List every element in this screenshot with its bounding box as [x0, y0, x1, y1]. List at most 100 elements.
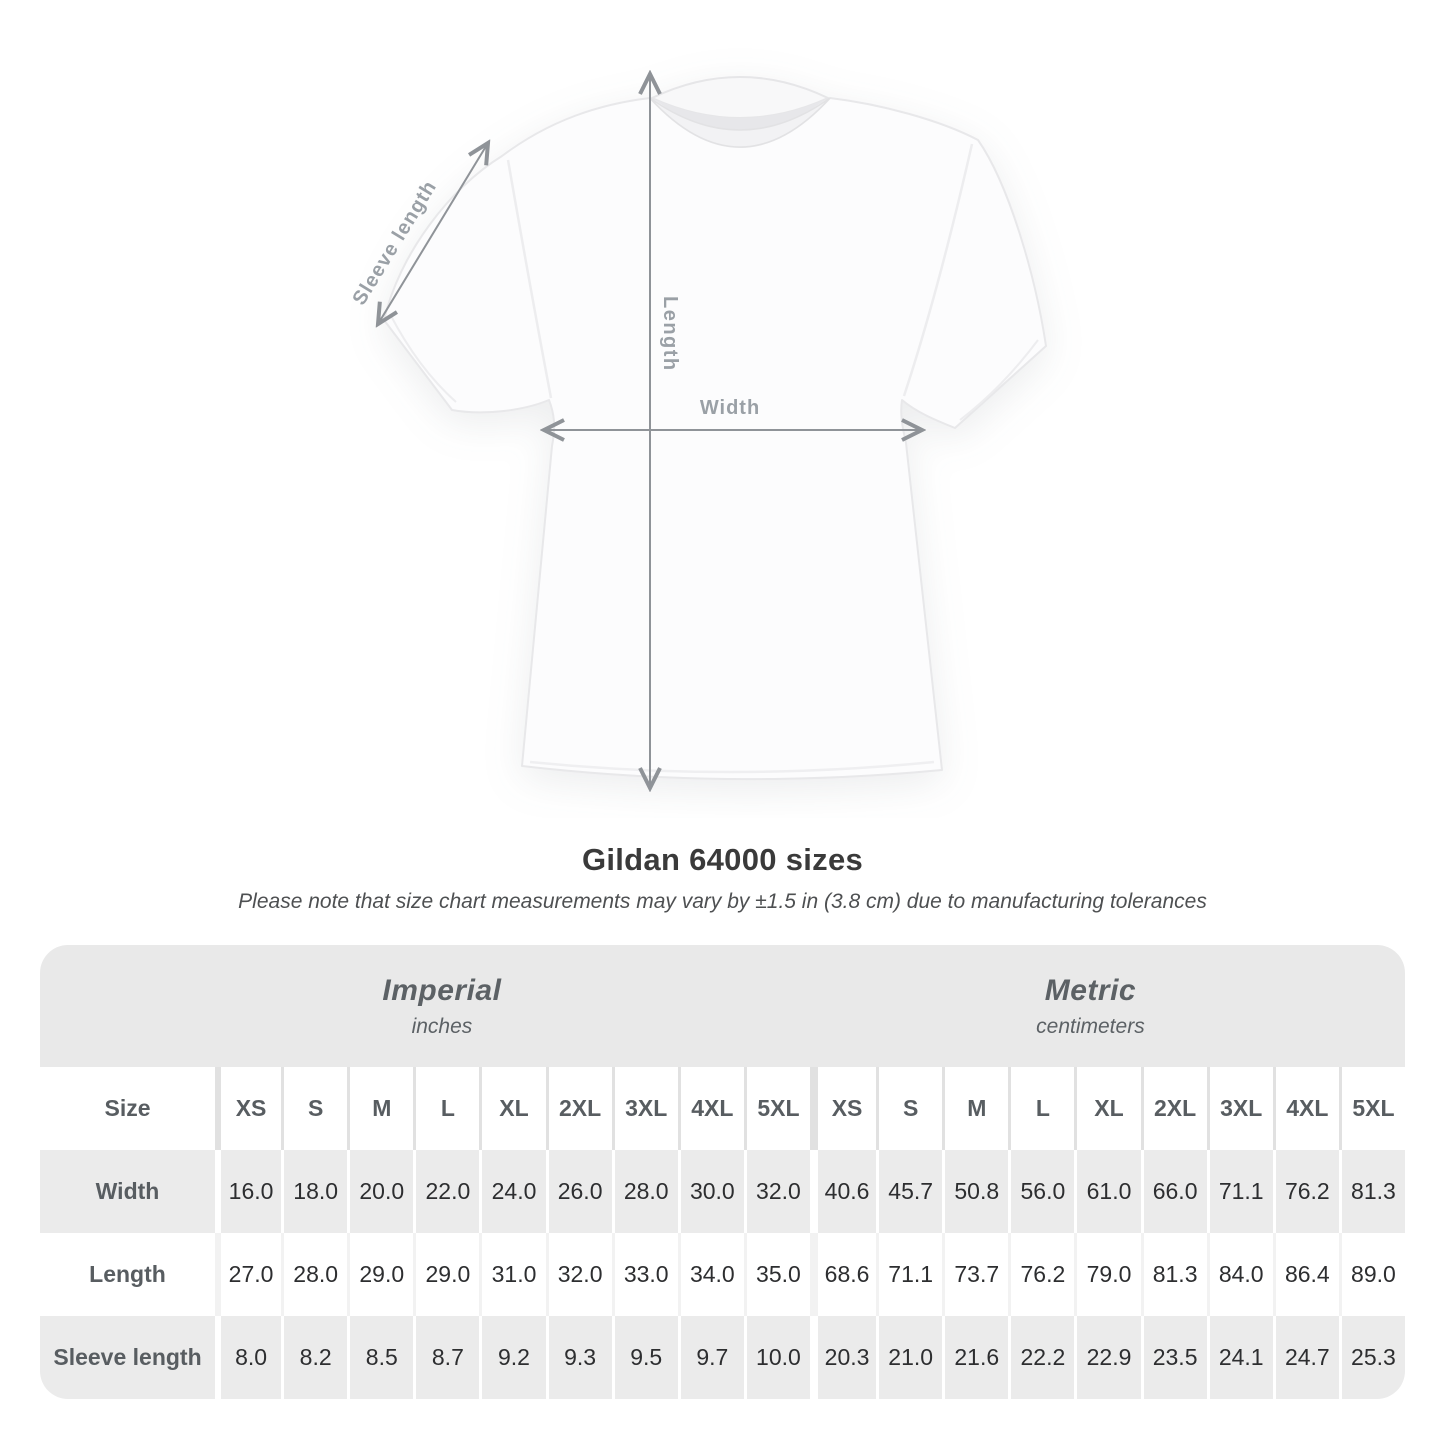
measurement-cell: 32.0: [545, 1233, 612, 1316]
measurement-cell: 24.1: [1206, 1316, 1273, 1399]
measurement-cell: 22.2: [1008, 1316, 1075, 1399]
measurement-cell: 26.0: [545, 1150, 612, 1233]
metric-section-header: Metric centimeters: [810, 945, 1405, 1067]
measurement-cell: 8.2: [281, 1316, 348, 1399]
measurement-cell: 31.0: [479, 1233, 546, 1316]
measurement-cell: 27.0: [215, 1233, 282, 1316]
size-column-header: 2XL: [1140, 1067, 1207, 1150]
measurement-cell: 84.0: [1206, 1233, 1273, 1316]
page-title: Gildan 64000 sizes: [581, 842, 864, 877]
measurement-cell: 79.0: [1074, 1233, 1141, 1316]
measurement-cell: 8.7: [413, 1316, 480, 1399]
measurement-cell: 10.0: [743, 1316, 810, 1399]
length-arrow-label: Length: [659, 296, 681, 372]
measurement-cell: 40.6: [810, 1150, 877, 1233]
measurement-cell: 20.3: [810, 1316, 877, 1399]
measurement-row: Width 16.0 18.0 20.0 22.0 24.0 26.0 28.0 30.0 32.…: [40, 1150, 1405, 1233]
measurement-cell: 9.5: [611, 1316, 678, 1399]
measurement-cell: 76.2: [1272, 1150, 1339, 1233]
measurement-cell: 45.7: [876, 1150, 943, 1233]
measurement-cell: 56.0: [1008, 1150, 1075, 1233]
measurement-cell: 24.7: [1272, 1316, 1339, 1399]
measurement-cell: 32.0: [743, 1150, 810, 1233]
measurement-cell: 9.2: [479, 1316, 546, 1399]
size-header-label: Size: [40, 1067, 215, 1150]
measurement-cell: 66.0: [1140, 1150, 1207, 1233]
measurement-row-label: Width: [40, 1150, 215, 1233]
width-arrow-label: Width: [700, 397, 760, 419]
size-column-header: 3XL: [611, 1067, 678, 1150]
measurement-cell: 76.2: [1008, 1233, 1075, 1316]
measurement-row-label: Length: [40, 1233, 215, 1316]
measurement-cell: 18.0: [281, 1150, 348, 1233]
unit-section-band: Imperial inches Metric centimeters: [40, 945, 1405, 1067]
measurement-cell: 34.0: [677, 1233, 744, 1316]
measurement-cell: 8.5: [347, 1316, 414, 1399]
tshirt-graphic: [383, 76, 1047, 781]
measurement-cell: 33.0: [611, 1233, 678, 1316]
measurement-cell: 73.7: [942, 1233, 1009, 1316]
measurement-cell: 9.7: [677, 1316, 744, 1399]
measurement-cell: 29.0: [413, 1233, 480, 1316]
measurement-cell: 68.6: [810, 1233, 877, 1316]
measurement-cell: 23.5: [1140, 1316, 1207, 1399]
measurement-row-label: Sleeve length: [40, 1316, 215, 1399]
measurement-row: Length 27.0 28.0 29.0 29.0 31.0 32.0 33.0 34.0 35…: [40, 1233, 1405, 1316]
tshirt-measurement-diagram: Sleeve length Length Width: [330, 48, 1090, 818]
measurement-cell: 8.0: [215, 1316, 282, 1399]
heading-block: Gildan 64000 sizes Please note that size…: [0, 842, 1445, 914]
measurement-cell: 28.0: [281, 1233, 348, 1316]
size-column-header: 5XL: [743, 1067, 810, 1150]
size-column-header: L: [1008, 1067, 1075, 1150]
tshirt-hem-seam: [529, 760, 935, 774]
size-column-header: 4XL: [1272, 1067, 1339, 1150]
measurement-cell: 81.3: [1338, 1150, 1405, 1233]
tshirt-armhole-seam-left: [506, 159, 553, 399]
imperial-section-header: Imperial inches: [40, 945, 810, 1067]
tshirt-sleeve-seam-right: [959, 339, 1039, 421]
measurement-cell: 30.0: [677, 1150, 744, 1233]
tolerance-note: Please note that size chart measurements…: [238, 890, 1207, 913]
size-column-header: S: [281, 1067, 348, 1150]
tshirt-collar-band: [649, 97, 831, 148]
size-table-rows: Size XS S M L XL 2XL 3XL 4XL 5XL XS S M L XL 2XL 3XL 4XL 5…: [40, 1067, 1405, 1399]
size-column-header: M: [347, 1067, 414, 1150]
measurement-cell: 89.0: [1338, 1233, 1405, 1316]
size-column-header: 4XL: [677, 1067, 744, 1150]
tshirt-armhole-seam-right: [902, 143, 974, 397]
measurement-row: Sleeve length 8.0 8.2 8.5 8.7 9.2 9.3 9.5 9.7 10.…: [40, 1316, 1405, 1399]
measurement-cell: 24.0: [479, 1150, 546, 1233]
measurement-cell: 35.0: [743, 1233, 810, 1316]
size-column-header: M: [942, 1067, 1009, 1150]
measurement-cell: 21.0: [876, 1316, 943, 1399]
measurement-cell: 9.3: [545, 1316, 612, 1399]
measurement-cell: 86.4: [1272, 1233, 1339, 1316]
metric-section-title: Metric: [1044, 973, 1137, 1007]
measurement-cell: 22.9: [1074, 1316, 1141, 1399]
measurement-cell: 50.8: [942, 1150, 1009, 1233]
measurement-cell: 81.3: [1140, 1233, 1207, 1316]
measurement-cell: 71.1: [1206, 1150, 1273, 1233]
imperial-section-unit: inches: [411, 1014, 473, 1038]
measurement-cell: 22.0: [413, 1150, 480, 1233]
size-column-header: S: [876, 1067, 943, 1150]
measurement-cell: 29.0: [347, 1233, 414, 1316]
size-column-header: 5XL: [1338, 1067, 1405, 1150]
measurement-cell: 16.0: [215, 1150, 282, 1233]
metric-section-unit: centimeters: [1036, 1014, 1145, 1038]
measurement-cell: 21.6: [942, 1316, 1009, 1399]
measurement-cell: 28.0: [611, 1150, 678, 1233]
sleeve-length-arrow: [378, 143, 488, 324]
size-column-header: XS: [215, 1067, 282, 1150]
measurement-cell: 20.0: [347, 1150, 414, 1233]
measurement-cell: 25.3: [1338, 1316, 1405, 1399]
size-column-header: L: [413, 1067, 480, 1150]
size-header-row: Size XS S M L XL 2XL 3XL 4XL 5XL XS S M L XL 2XL 3XL 4XL 5…: [40, 1067, 1405, 1150]
measurement-cell: 71.1: [876, 1233, 943, 1316]
size-column-header: XL: [479, 1067, 546, 1150]
tshirt-body: [383, 97, 1047, 781]
size-column-header: XS: [810, 1067, 877, 1150]
size-column-header: 2XL: [545, 1067, 612, 1150]
measurement-cell: 61.0: [1074, 1150, 1141, 1233]
